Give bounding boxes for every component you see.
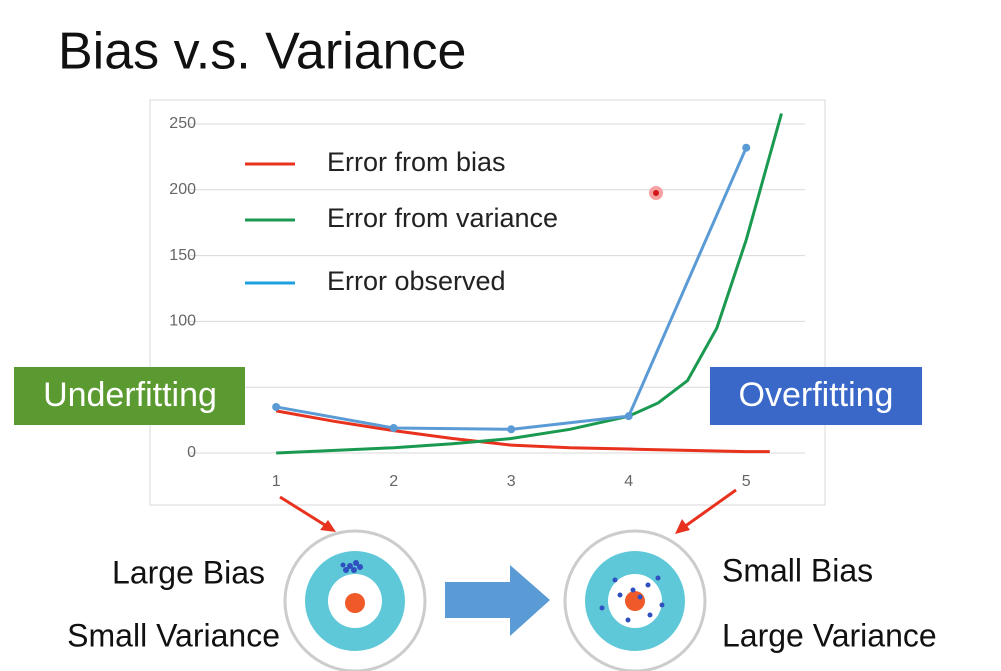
target-left: [283, 529, 427, 671]
y-tick-label: 250: [169, 115, 196, 132]
plot-frame: [149, 99, 826, 506]
x-tick-label: 5: [742, 473, 751, 490]
slide-title: Bias v.s. Variance: [58, 23, 466, 81]
plot: 05010015020025012345Error from biasError…: [169, 113, 805, 490]
x-tick-label: 2: [389, 473, 398, 490]
series-line: [275, 409, 770, 454]
y-tick-label: 200: [169, 181, 196, 198]
overfitting-box: [710, 367, 922, 425]
point: [742, 143, 751, 152]
annotation: Large Variance: [722, 617, 937, 653]
legend-label: Error from variance: [327, 203, 558, 233]
annotation: Underfitting: [43, 376, 217, 414]
point: [624, 412, 633, 421]
y-tick-label: 150: [169, 247, 196, 264]
arrows: [279, 488, 737, 636]
legend-label: Error observed: [327, 266, 506, 296]
point: [507, 425, 516, 434]
y-tick-label: 0: [187, 444, 196, 461]
point: [272, 402, 281, 411]
target-right: [563, 529, 707, 671]
x-tick-label: 4: [624, 473, 633, 490]
x-tick-label: 3: [507, 473, 516, 490]
y-tick-label: 100: [169, 313, 196, 330]
point: [389, 423, 398, 432]
legend-label: Error from bias: [327, 147, 506, 177]
pointer-dot: [653, 190, 659, 196]
underfitting-box: [14, 367, 245, 425]
x-tick-label: 1: [272, 473, 281, 490]
annotation: Large Bias: [112, 554, 265, 590]
annotation: Overfitting: [739, 376, 894, 414]
annotation: Small Variance: [67, 617, 280, 653]
annotation: Small Bias: [722, 552, 873, 588]
